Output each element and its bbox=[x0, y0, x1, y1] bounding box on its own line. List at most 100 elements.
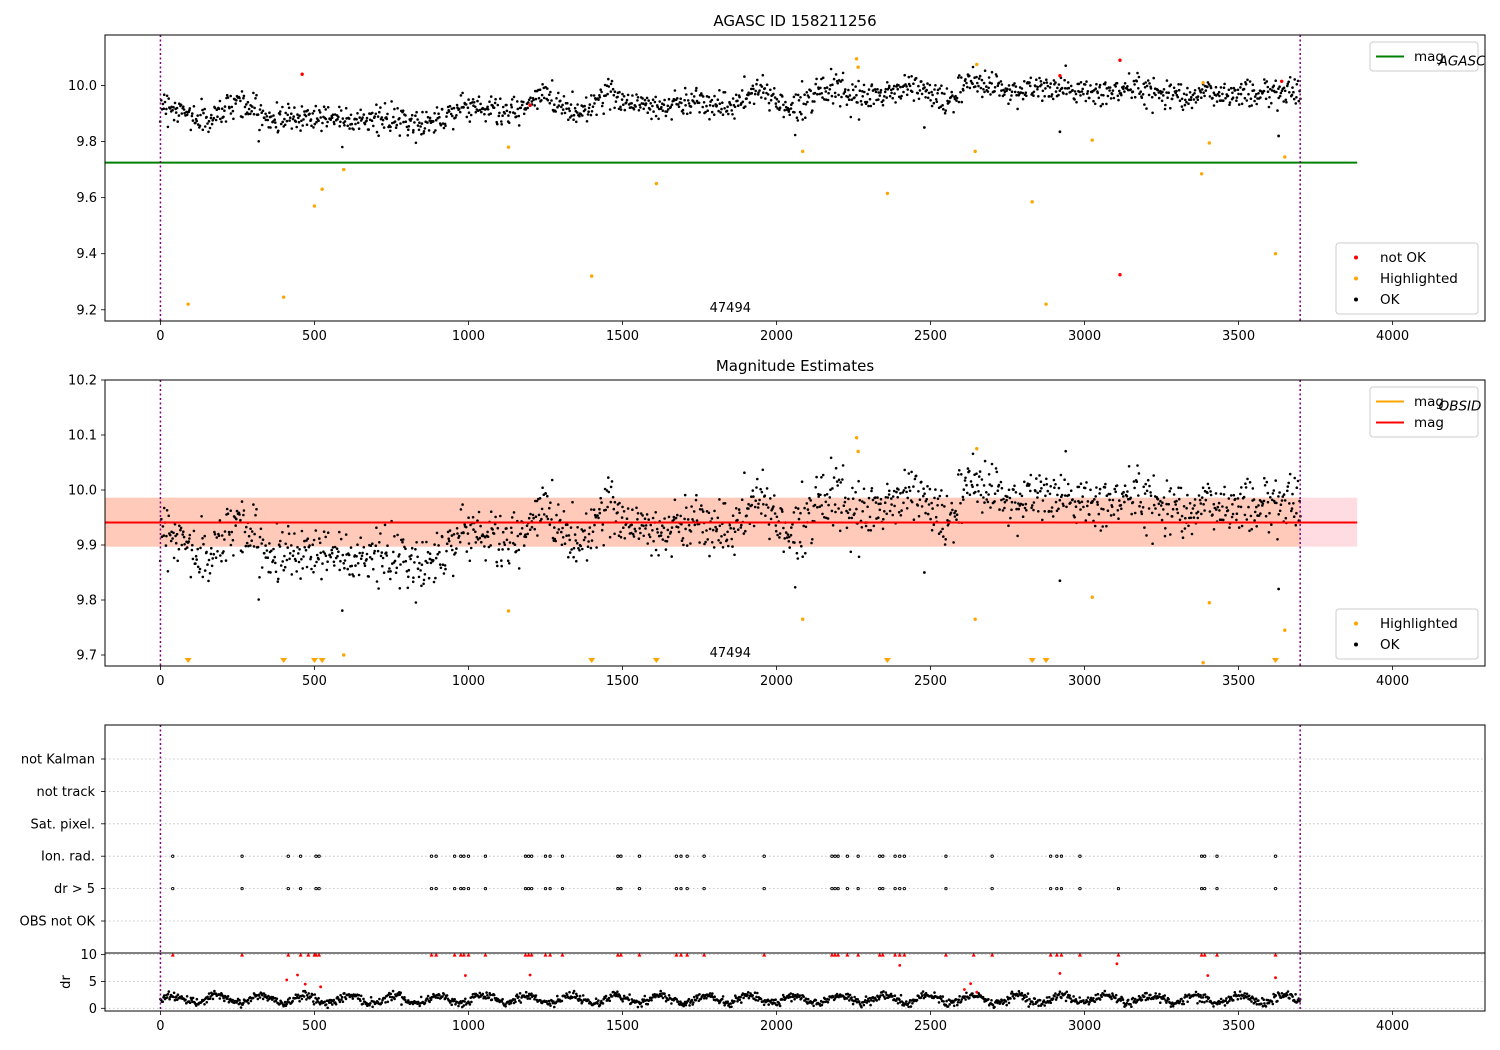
ok-point bbox=[1041, 99, 1044, 102]
ok-point bbox=[1252, 89, 1256, 92]
ok-point bbox=[1034, 489, 1037, 493]
dr-ok-point bbox=[775, 1003, 779, 1007]
dr-ok-point bbox=[676, 1000, 680, 1003]
ok-point bbox=[1111, 498, 1115, 502]
ok-point bbox=[896, 87, 899, 91]
ok-point bbox=[647, 99, 650, 102]
dr-flagged-point bbox=[1116, 952, 1121, 957]
ok-point bbox=[877, 91, 880, 94]
ok-point bbox=[480, 540, 483, 544]
ok-point bbox=[500, 120, 503, 123]
legend bbox=[1369, 41, 1479, 72]
flag-point bbox=[240, 886, 244, 891]
ok-point bbox=[1167, 502, 1170, 506]
ok-point bbox=[1065, 505, 1068, 509]
ok-point bbox=[829, 456, 833, 460]
ok-point bbox=[1250, 527, 1253, 531]
ok-point bbox=[905, 507, 909, 510]
ok-point bbox=[1139, 90, 1142, 93]
ok-point bbox=[750, 91, 754, 95]
ok-point bbox=[751, 489, 755, 492]
dr-ok-point bbox=[1212, 1005, 1215, 1008]
ok-point bbox=[544, 492, 547, 495]
dr-ok-point bbox=[618, 994, 621, 997]
ok-point bbox=[372, 124, 375, 128]
dr-ok-point bbox=[1025, 995, 1028, 998]
dr-ok-point bbox=[906, 1002, 910, 1006]
ok-point bbox=[944, 109, 947, 112]
dr-ok-point bbox=[1028, 997, 1031, 1001]
ok-point bbox=[214, 118, 218, 122]
ok-point bbox=[976, 90, 979, 93]
ok-point bbox=[264, 556, 268, 559]
highlighted-point bbox=[856, 65, 860, 69]
dr-ok-point bbox=[909, 1005, 913, 1008]
ok-point bbox=[841, 78, 844, 82]
ok-point bbox=[1271, 492, 1275, 495]
dr-ok-point bbox=[1125, 1001, 1129, 1005]
ok-point bbox=[1001, 509, 1005, 512]
dr-ok-point bbox=[1093, 1000, 1097, 1004]
ok-point bbox=[1197, 494, 1201, 497]
ok-point bbox=[165, 94, 169, 98]
ok-point bbox=[1200, 88, 1204, 91]
ok-point bbox=[166, 570, 170, 573]
ok-point bbox=[1227, 88, 1231, 92]
ok-point bbox=[958, 74, 961, 77]
ok-point bbox=[936, 88, 940, 92]
dr-ok-point bbox=[798, 994, 802, 997]
ok-point bbox=[419, 125, 422, 128]
ok-point bbox=[218, 519, 222, 522]
ok-point bbox=[590, 539, 594, 542]
flag-point bbox=[702, 854, 706, 858]
ok-point bbox=[865, 100, 869, 104]
ok-point bbox=[916, 504, 920, 507]
ok-point bbox=[1221, 92, 1224, 96]
dr-ok-point bbox=[1133, 997, 1137, 1001]
ok-point bbox=[877, 98, 880, 101]
ok-point bbox=[986, 500, 990, 504]
ok-point bbox=[738, 511, 741, 515]
ok-point bbox=[282, 568, 286, 572]
ok-point bbox=[561, 536, 565, 539]
ok-point bbox=[659, 534, 663, 537]
ok-point bbox=[1251, 487, 1255, 490]
ok-point bbox=[1160, 99, 1164, 103]
ok-point bbox=[1028, 81, 1031, 84]
ok-point bbox=[1133, 486, 1136, 490]
ok-point bbox=[900, 509, 903, 512]
dr-ok-point bbox=[463, 1000, 466, 1003]
ok-point bbox=[858, 89, 862, 92]
dr-flagged-point bbox=[1199, 952, 1204, 957]
legend bbox=[1335, 608, 1479, 660]
ok-point bbox=[244, 544, 248, 548]
ok-point bbox=[750, 503, 754, 507]
ok-point bbox=[928, 487, 932, 491]
ok-point bbox=[433, 112, 436, 115]
ok-point bbox=[1102, 508, 1105, 511]
ok-point bbox=[922, 126, 926, 129]
ok-point bbox=[787, 110, 791, 113]
ok-point bbox=[1249, 97, 1253, 100]
flag-label: Sat. pixel. bbox=[31, 817, 95, 832]
ok-point bbox=[729, 526, 732, 530]
ok-point bbox=[1086, 92, 1089, 95]
ok-point bbox=[334, 556, 338, 560]
ok-point bbox=[646, 542, 649, 545]
ok-point bbox=[1187, 102, 1190, 105]
ok-point bbox=[593, 523, 596, 527]
dr-ok-point bbox=[296, 993, 300, 997]
ok-point bbox=[399, 122, 402, 125]
ok-point bbox=[609, 82, 613, 86]
ok-point bbox=[622, 103, 625, 106]
ok-point bbox=[406, 586, 410, 590]
dr-flagged-point bbox=[618, 952, 623, 957]
ok-point bbox=[827, 91, 830, 95]
ok-point bbox=[957, 76, 960, 79]
ok-point bbox=[549, 90, 552, 94]
ok-point bbox=[1278, 491, 1281, 494]
ok-point bbox=[721, 546, 725, 549]
ok-point bbox=[1084, 99, 1088, 103]
highlighted-point bbox=[1283, 628, 1287, 632]
ok-point bbox=[191, 112, 194, 115]
